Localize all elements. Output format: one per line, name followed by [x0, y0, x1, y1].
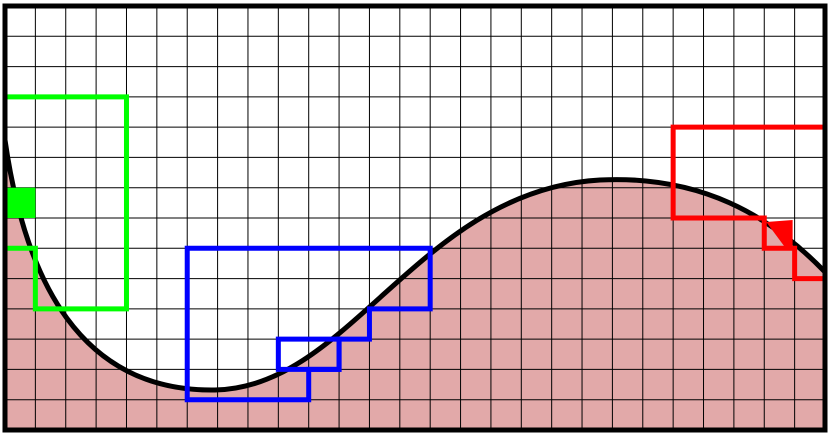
fill-layer [5, 140, 825, 430]
left-region-marked-cell [5, 187, 36, 218]
area-below-curve [5, 140, 825, 430]
middle-region-sub-outline [275, 336, 342, 372]
curve-layer [2, 137, 828, 393]
border-layer [2, 3, 828, 433]
grid-lines [5, 6, 825, 430]
curve [2, 137, 828, 393]
outer-border [2, 3, 828, 433]
right-region-marked-cell [766, 220, 793, 247]
